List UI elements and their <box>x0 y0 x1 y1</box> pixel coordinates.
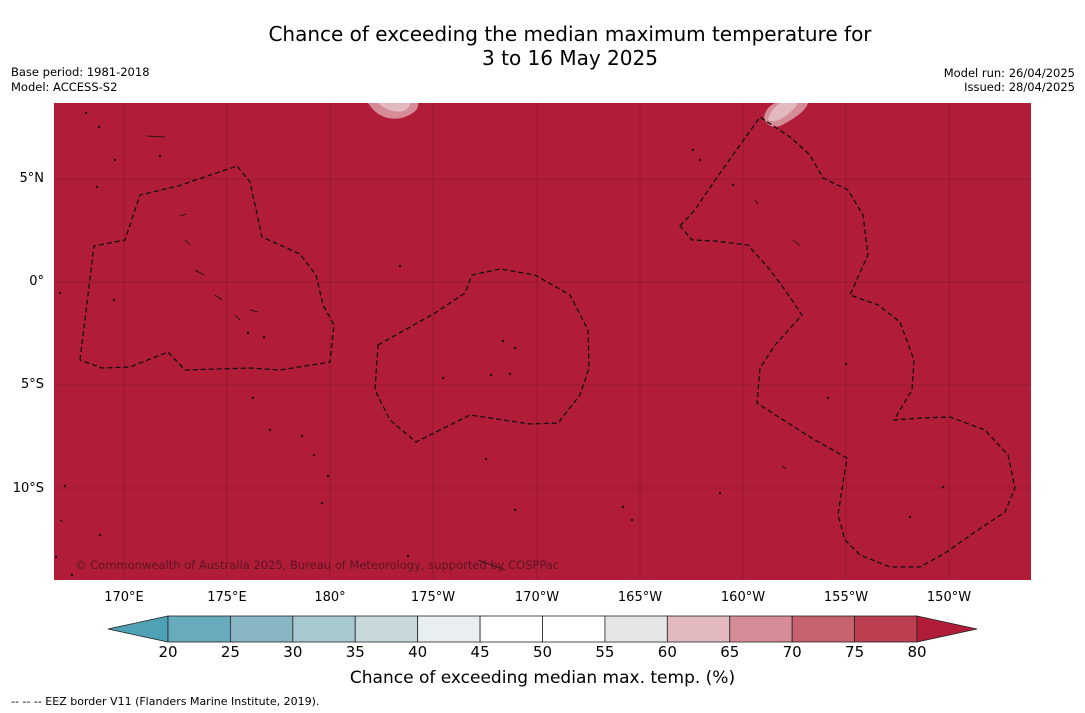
map-background <box>54 103 1031 580</box>
lon-label-165w: 165°W <box>617 590 663 605</box>
colorbar-segment <box>479 615 543 643</box>
colorbar-tick-label: 25 <box>220 643 240 661</box>
colorbar-tick-label: 35 <box>345 643 365 661</box>
colorbar-tick-label: 45 <box>470 643 490 661</box>
model-name: Model: ACCESS-S2 <box>11 80 118 94</box>
colorbar-tick-label: 50 <box>532 643 553 661</box>
eez-kiribati-gilberts-tuvalu <box>79 165 335 371</box>
lat-label-0: 0° <box>29 274 44 289</box>
light-patch-2-inner <box>768 103 798 122</box>
copyright-notice: © Commonwealth of Australia 2025, Bureau… <box>75 558 560 572</box>
islands <box>54 111 945 577</box>
eez-borders <box>79 116 1016 568</box>
colorbar-segment <box>542 615 606 643</box>
lat-label-5n: 5°N <box>19 171 45 186</box>
eez-phoenix-tokelau <box>374 268 590 443</box>
colorbar-tick-label: 20 <box>158 643 178 661</box>
colorbar-tick-label: 70 <box>782 643 802 661</box>
base-period: Base period: 1981-2018 <box>11 65 150 79</box>
graticule <box>54 103 1031 580</box>
colorbar-segment <box>417 615 481 643</box>
colorbar-segment <box>292 615 356 643</box>
colorbar-tick-label: 30 <box>283 643 303 661</box>
colorbar-tick-label: 80 <box>907 643 927 661</box>
issued-date: Issued: 28/04/2025 <box>964 80 1075 94</box>
lon-label-175e: 175°E <box>207 590 247 605</box>
lat-label-10s: 10°S <box>12 481 44 496</box>
light-patch-1-inner <box>378 103 411 112</box>
lon-label-155w: 155°W <box>823 590 869 605</box>
colorbar-segment <box>666 615 731 643</box>
colorbar-segment <box>854 615 918 643</box>
colorbar-segment <box>354 615 419 643</box>
colorbar-over-triangle <box>916 615 978 643</box>
lon-label-175w: 175°W <box>410 590 456 605</box>
lat-label-5s: 5°S <box>20 377 44 392</box>
colorbar-segments <box>167 615 918 643</box>
colorbar-segment <box>167 615 231 643</box>
colorbar-under-triangle <box>107 615 169 643</box>
colorbar-segment <box>791 615 855 643</box>
colorbar-tick-label: 65 <box>720 643 740 661</box>
map-title-line2: 3 to 16 May 2025 <box>482 46 658 70</box>
lon-label-170w: 170°W <box>514 590 560 605</box>
lon-label-150w: 150°W <box>926 590 972 605</box>
colorbar-segment <box>604 615 668 643</box>
eez-footnote: -- -- -- EEZ border V11 (Flanders Marine… <box>11 695 320 708</box>
colorbar-tick-label: 40 <box>408 643 428 661</box>
model-run: Model run: 26/04/2025 <box>943 66 1075 80</box>
colorbar-tick-label: 55 <box>595 643 615 661</box>
lon-label-160w: 160°W <box>720 590 766 605</box>
colorbar-segment <box>230 615 294 643</box>
lon-label-170e: 170°E <box>104 590 144 605</box>
eez-line-islands <box>679 116 1016 568</box>
colorbar-tick-label: 75 <box>845 643 865 661</box>
map-title-line1: Chance of exceeding the median maximum t… <box>268 22 872 46</box>
colorbar-tick-label: 60 <box>657 643 677 661</box>
colorbar-title: Chance of exceeding median max. temp. (%… <box>349 668 736 688</box>
lon-label-180: 180° <box>314 590 346 605</box>
colorbar-segment <box>729 615 793 643</box>
